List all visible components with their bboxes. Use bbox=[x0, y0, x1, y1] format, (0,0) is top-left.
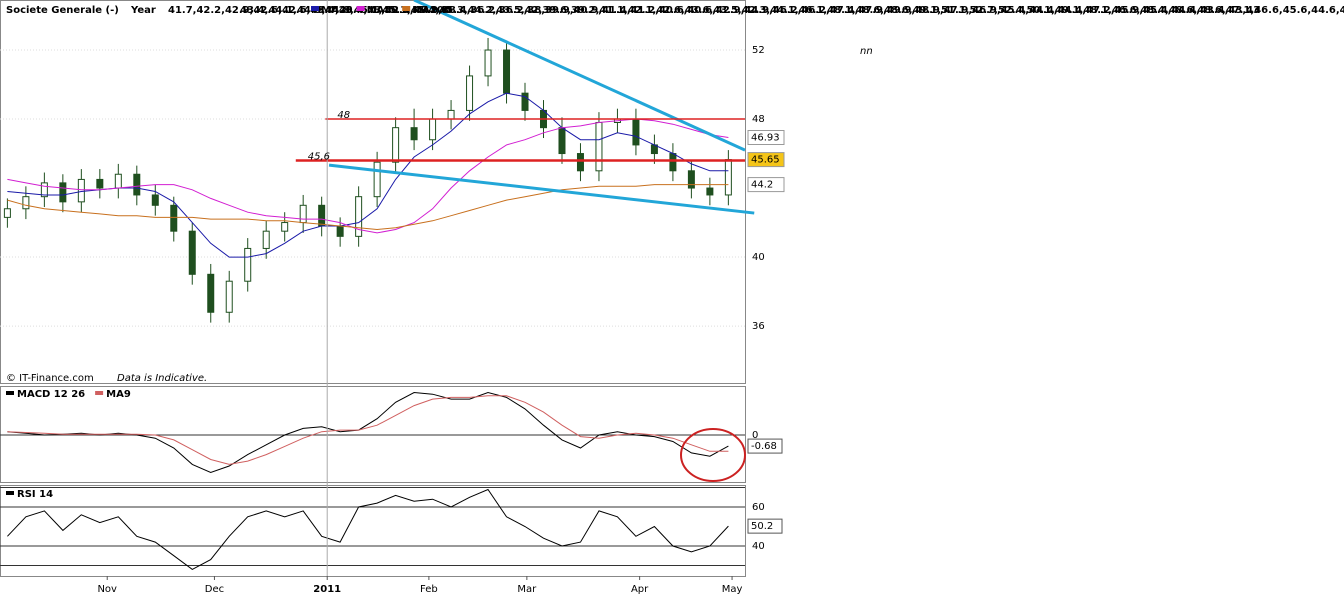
candle-body bbox=[687, 170, 695, 189]
candle-body bbox=[170, 204, 178, 232]
y-tick-label: 52 bbox=[752, 45, 765, 56]
price-panel bbox=[0, 0, 746, 384]
candle-body bbox=[225, 280, 233, 313]
x-tick-label: Apr bbox=[631, 584, 649, 595]
last-value-box bbox=[747, 152, 785, 168]
candle-body bbox=[558, 127, 566, 155]
level-label: 48 bbox=[337, 110, 350, 121]
series-line bbox=[7, 184, 729, 231]
candle-body bbox=[521, 92, 529, 111]
candle-body bbox=[484, 49, 492, 77]
marks bbox=[0, 0, 755, 576]
x-tick-label: Nov bbox=[97, 584, 117, 595]
candle-body bbox=[576, 153, 584, 172]
candle-body bbox=[447, 109, 455, 120]
last-value-box bbox=[747, 518, 783, 534]
candle-body bbox=[299, 204, 307, 224]
x-tick-label: May bbox=[722, 584, 743, 595]
y-tick-label: 60 bbox=[752, 502, 765, 513]
candle-body bbox=[114, 173, 122, 189]
candle-body bbox=[318, 204, 326, 227]
legend-label: RSI 14 bbox=[17, 489, 53, 500]
candle-body bbox=[373, 161, 381, 198]
last-value-label: 46.93 bbox=[751, 133, 780, 144]
candle-body bbox=[336, 225, 344, 237]
y-tick-label: 40 bbox=[752, 252, 765, 263]
candle-body bbox=[133, 173, 141, 196]
candle-body bbox=[151, 194, 159, 206]
source: © IT-Finance.com bbox=[6, 373, 94, 384]
x-tick-label: Mar bbox=[517, 584, 537, 595]
last-value-box bbox=[747, 177, 785, 193]
y-tick-label: 36 bbox=[752, 321, 765, 332]
corner-text: nn bbox=[860, 46, 873, 57]
series-line bbox=[7, 92, 729, 258]
candle-body bbox=[669, 153, 677, 172]
last-value-box bbox=[747, 438, 783, 454]
low: 41.7,42.2,42.9,42.6,42.6,43.4,43.4,43,42… bbox=[168, 5, 1260, 16]
candle-body bbox=[281, 222, 289, 232]
legend-swatch bbox=[6, 391, 14, 395]
legend-swatch bbox=[6, 491, 14, 495]
x-tick-label: Dec bbox=[205, 584, 224, 595]
candle-body bbox=[96, 178, 104, 189]
title: Societe Generale (-) bbox=[6, 5, 119, 16]
candle-body bbox=[3, 208, 11, 218]
candle-body bbox=[595, 121, 603, 172]
candle-body bbox=[503, 49, 511, 94]
candle-body bbox=[262, 230, 270, 249]
y-tick-label: 0 bbox=[752, 430, 758, 441]
legend-label: MA20 bbox=[321, 5, 353, 16]
candle-body bbox=[392, 127, 400, 163]
note: Data is Indicative. bbox=[117, 373, 207, 384]
candle-body bbox=[410, 127, 418, 141]
last-value-label: 50.2 bbox=[751, 521, 773, 532]
last-value-label: -0.68 bbox=[751, 441, 777, 452]
candle-body bbox=[59, 182, 67, 203]
x-tick-label: 2011 bbox=[313, 584, 341, 595]
legend-swatch bbox=[402, 6, 411, 11]
legend-swatch bbox=[356, 6, 365, 11]
legend-label: MA50 bbox=[367, 5, 399, 16]
series-line bbox=[7, 118, 729, 234]
last-value-box bbox=[747, 130, 785, 146]
candle-body bbox=[706, 187, 714, 196]
y-tick-label: 40 bbox=[752, 541, 765, 552]
legend-swatch bbox=[95, 391, 104, 395]
x-tick-label: Feb bbox=[420, 584, 438, 595]
trendline bbox=[328, 163, 755, 215]
candle-body bbox=[429, 118, 437, 141]
series-line bbox=[7, 488, 729, 570]
high: 43.4,44.1,44.9,44.8,45.1,45.1,45.4,45.3,… bbox=[240, 5, 1344, 16]
candle-body bbox=[244, 247, 252, 282]
y-tick-label: 48 bbox=[752, 114, 765, 125]
legend-swatch bbox=[311, 6, 319, 11]
candle-body bbox=[207, 273, 215, 313]
series-line bbox=[7, 395, 729, 465]
candle-body bbox=[466, 75, 474, 111]
candle-body bbox=[77, 178, 85, 203]
last-value-label: 45.65 bbox=[751, 155, 780, 166]
period: Year bbox=[130, 5, 156, 16]
candle-body bbox=[188, 230, 196, 275]
trendline bbox=[413, 0, 746, 152]
legend-label: MA9 bbox=[106, 389, 131, 400]
legend-label: MACD 12 26 bbox=[17, 389, 85, 400]
legend-label: MA200 bbox=[412, 5, 451, 16]
candle-body bbox=[40, 182, 48, 198]
candle-body bbox=[355, 196, 363, 237]
candle-body bbox=[632, 118, 640, 146]
last-value-label: 44.2 bbox=[751, 180, 773, 191]
highlight-circle bbox=[680, 428, 746, 482]
candle-body bbox=[724, 159, 732, 196]
rsi-panel bbox=[0, 485, 746, 577]
candle-body bbox=[22, 196, 30, 210]
level-label: 45,6 bbox=[308, 151, 330, 162]
